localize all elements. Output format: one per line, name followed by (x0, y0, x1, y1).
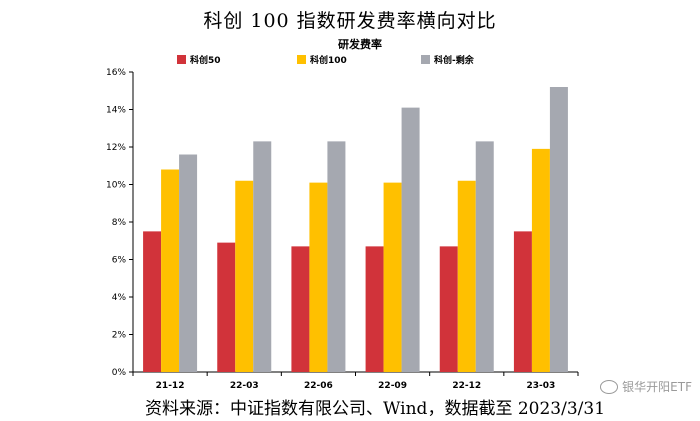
legend: 科创50 科创100 科创-剩余 (0, 53, 700, 67)
bar (161, 169, 180, 372)
legend-label-kc100: 科创100 (310, 56, 347, 66)
legend-swatch-kc50 (177, 55, 186, 64)
y-tick-label: 6% (112, 256, 127, 266)
y-tick-label: 0% (112, 368, 127, 378)
y-tick-label: 4% (112, 293, 127, 303)
bar (383, 182, 402, 372)
bar (291, 246, 310, 372)
y-tick-label: 14% (106, 106, 126, 116)
bar (253, 141, 272, 372)
legend-label-remaining: 科创-剩余 (434, 56, 474, 66)
y-tick-label: 10% (106, 181, 126, 191)
watermark: 银华开阳ETF (600, 378, 692, 395)
y-tick-label: 16% (106, 68, 126, 78)
wechat-icon (600, 379, 619, 394)
bar (475, 141, 494, 372)
x-tick-label: 22-03 (230, 381, 259, 391)
bar (179, 154, 198, 372)
y-tick-label: 8% (112, 218, 127, 228)
x-tick-label: 21-12 (156, 381, 185, 391)
bar (217, 242, 236, 372)
x-tick-label: 23-03 (527, 381, 556, 391)
legend-swatch-remaining (421, 55, 430, 64)
bar (309, 182, 328, 372)
bar (365, 246, 384, 372)
page-title: 科创 100 指数研发费率横向对比 (203, 10, 497, 32)
bar (549, 87, 568, 372)
source-note: 资料来源：中证指数有限公司、Wind，数据截至 2023/3/31 (145, 399, 606, 419)
y-tick-label: 2% (112, 331, 127, 341)
bar (513, 231, 532, 372)
legend-item-kc50: 科创50 (177, 53, 221, 66)
x-tick-label: 22-06 (304, 381, 333, 391)
bar (327, 141, 346, 372)
bar (235, 180, 254, 372)
bar (401, 107, 420, 372)
legend-label-kc50: 科创50 (190, 56, 221, 66)
x-tick-label: 22-12 (452, 381, 481, 391)
watermark-label: 银华开阳ETF (622, 380, 692, 394)
chart-title: 研发费率 (338, 38, 382, 51)
bar (143, 231, 162, 372)
bar (457, 180, 476, 372)
bar (531, 148, 550, 372)
legend-item-kc100: 科创100 (297, 53, 347, 66)
legend-swatch-kc100 (297, 55, 306, 64)
x-tick-label: 22-09 (378, 381, 407, 391)
bar (439, 246, 458, 372)
y-tick-label: 12% (106, 143, 126, 153)
legend-item-remaining: 科创-剩余 (421, 53, 474, 66)
